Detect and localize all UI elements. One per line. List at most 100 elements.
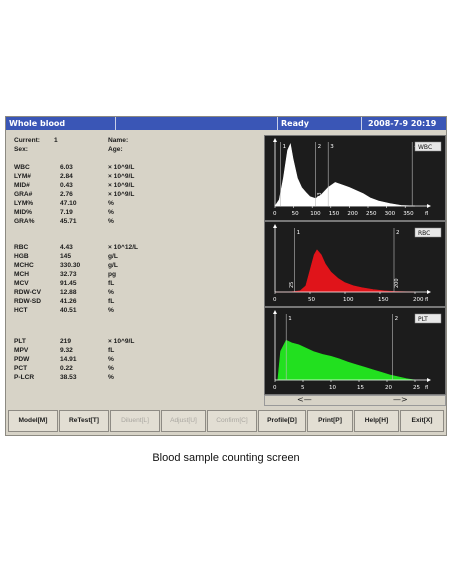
param-name: WBC <box>14 164 30 171</box>
rbc-x-arrow <box>427 290 431 294</box>
param-name: PLT <box>14 338 26 345</box>
wbc-curve <box>274 142 416 207</box>
param-name: HCT <box>14 307 28 314</box>
wbc-marker-label: 2 <box>318 144 322 150</box>
current-value: 1 <box>54 137 58 144</box>
param-value: 2.76 <box>60 191 73 198</box>
param-name: GRA# <box>14 191 33 198</box>
param-unit: fL <box>108 280 115 287</box>
param-name: PDW <box>14 356 30 363</box>
param-name: RDW-SD <box>14 298 41 305</box>
name-label: Name: <box>108 137 129 144</box>
results-panel: Current: 1 Name: Sex: Age: WBC 6.03 × 10^9… <box>10 136 272 406</box>
profile-button[interactable]: Profile[D] <box>258 410 306 432</box>
rbc-tick-label: 200 <box>413 297 424 303</box>
wbc-tick-label: 100 <box>310 211 321 217</box>
rbc-tick-label: 0 <box>273 297 277 303</box>
current-label: Current: <box>14 137 41 144</box>
histogram-nav: <— —> <box>264 395 446 406</box>
plt-label: PLT <box>418 316 428 323</box>
rbc-unit-label: fl <box>425 297 428 303</box>
plt-tick-label: 25 <box>413 385 420 391</box>
param-unit: × 10^9/L <box>108 173 135 180</box>
print-button[interactable]: Print[P] <box>307 410 353 432</box>
param-value: 2.84 <box>60 173 73 180</box>
param-value: 9.32 <box>60 347 73 354</box>
param-value: 40.51 <box>60 307 77 314</box>
param-unit: % <box>108 307 114 314</box>
param-value: 0.22 <box>60 365 73 372</box>
param-value: 14.91 <box>60 356 77 363</box>
analyzer-screen: Whole blood Ready 2008-7-9 20:19 Current… <box>5 116 447 436</box>
plt-y-arrow <box>273 310 277 314</box>
param-value: 219 <box>60 338 72 345</box>
next-arrow-button[interactable]: —> <box>393 395 408 404</box>
wbc-marker-label: 1 <box>283 144 287 150</box>
help-button[interactable]: Help[H] <box>354 410 399 432</box>
confirm-button[interactable]: Confirm[C] <box>207 410 257 432</box>
param-value: 41.26 <box>60 298 77 305</box>
param-unit: % <box>108 218 114 225</box>
param-name: MPV <box>14 347 29 354</box>
wbc-unit-label: fl <box>425 211 428 217</box>
age-label: Age: <box>108 146 123 153</box>
param-name: LYM% <box>14 200 34 207</box>
param-unit: × 10^9/L <box>108 164 135 171</box>
figure-caption: Blood sample counting screen <box>152 452 300 464</box>
plt-marker-label: 1 <box>288 316 292 322</box>
param-unit: % <box>108 356 114 363</box>
wbc-label-box <box>414 141 442 152</box>
param-name: GRA% <box>14 218 35 225</box>
exit-button[interactable]: Exit[X] <box>400 410 444 432</box>
param-unit: fL <box>108 347 115 354</box>
wbc-tick-label: 300 <box>385 211 396 217</box>
param-name: PCT <box>14 365 28 372</box>
rbc-marker-label: 1 <box>297 230 301 236</box>
wbc-tick-label: 50 <box>292 211 299 217</box>
param-name: MCH <box>14 271 30 278</box>
param-name: HGB <box>14 253 29 260</box>
wbc-tick-label: 0 <box>273 211 277 217</box>
rbc-label-box <box>414 227 442 238</box>
retest-button[interactable]: ReTest[T] <box>59 410 109 432</box>
param-value: 47.10 <box>60 200 77 207</box>
wbc-tick-label: 200 <box>347 211 358 217</box>
wbc-histogram: 1234103143200050100150200250300350flWBC <box>264 135 446 221</box>
adjust-button[interactable]: Adjust[U] <box>161 410 206 432</box>
param-value: 0.43 <box>60 182 73 189</box>
param-value: 7.19 <box>60 209 73 216</box>
param-name: MID# <box>14 182 30 189</box>
param-unit: % <box>108 365 114 372</box>
param-value: 91.45 <box>60 280 77 287</box>
rbc-marker-label: 2 <box>396 230 400 236</box>
wbc-x-arrow <box>427 204 431 208</box>
param-name: MCV <box>14 280 29 287</box>
param-unit: % <box>108 374 114 381</box>
title-spacer <box>116 117 278 130</box>
rbc-tick-label: 50 <box>308 297 315 303</box>
model-button[interactable]: Model[M] <box>8 410 58 432</box>
wbc-label: WBC <box>418 144 432 151</box>
plt-label-box <box>414 313 442 324</box>
wbc-tick-label: 350 <box>403 211 414 217</box>
param-value: 38.53 <box>60 374 77 381</box>
plt-tick-label: 0 <box>273 385 277 391</box>
rbc-region-label: 25 <box>289 282 295 288</box>
param-name: P-LCR <box>14 374 35 381</box>
plt-marker-label: 2 <box>395 316 399 322</box>
plt-tick-label: 15 <box>357 385 364 391</box>
prev-arrow-button[interactable]: <— <box>297 395 312 404</box>
mode-title: Whole blood <box>6 117 116 130</box>
param-value: 12.88 <box>60 289 77 296</box>
rbc-label: RBC <box>418 230 430 237</box>
diluent-button[interactable]: Diluent[L] <box>110 410 160 432</box>
plt-tick-label: 10 <box>329 385 336 391</box>
param-unit: g/L <box>108 253 118 260</box>
param-unit: × 10^9/L <box>108 182 135 189</box>
param-value: 32.73 <box>60 271 77 278</box>
wbc-region-label: 103 <box>317 192 323 202</box>
plt-unit-label: fl <box>425 385 428 391</box>
param-value: 330.30 <box>60 262 81 269</box>
wbc-region-label: 200 <box>355 192 361 202</box>
param-unit: % <box>108 200 114 207</box>
